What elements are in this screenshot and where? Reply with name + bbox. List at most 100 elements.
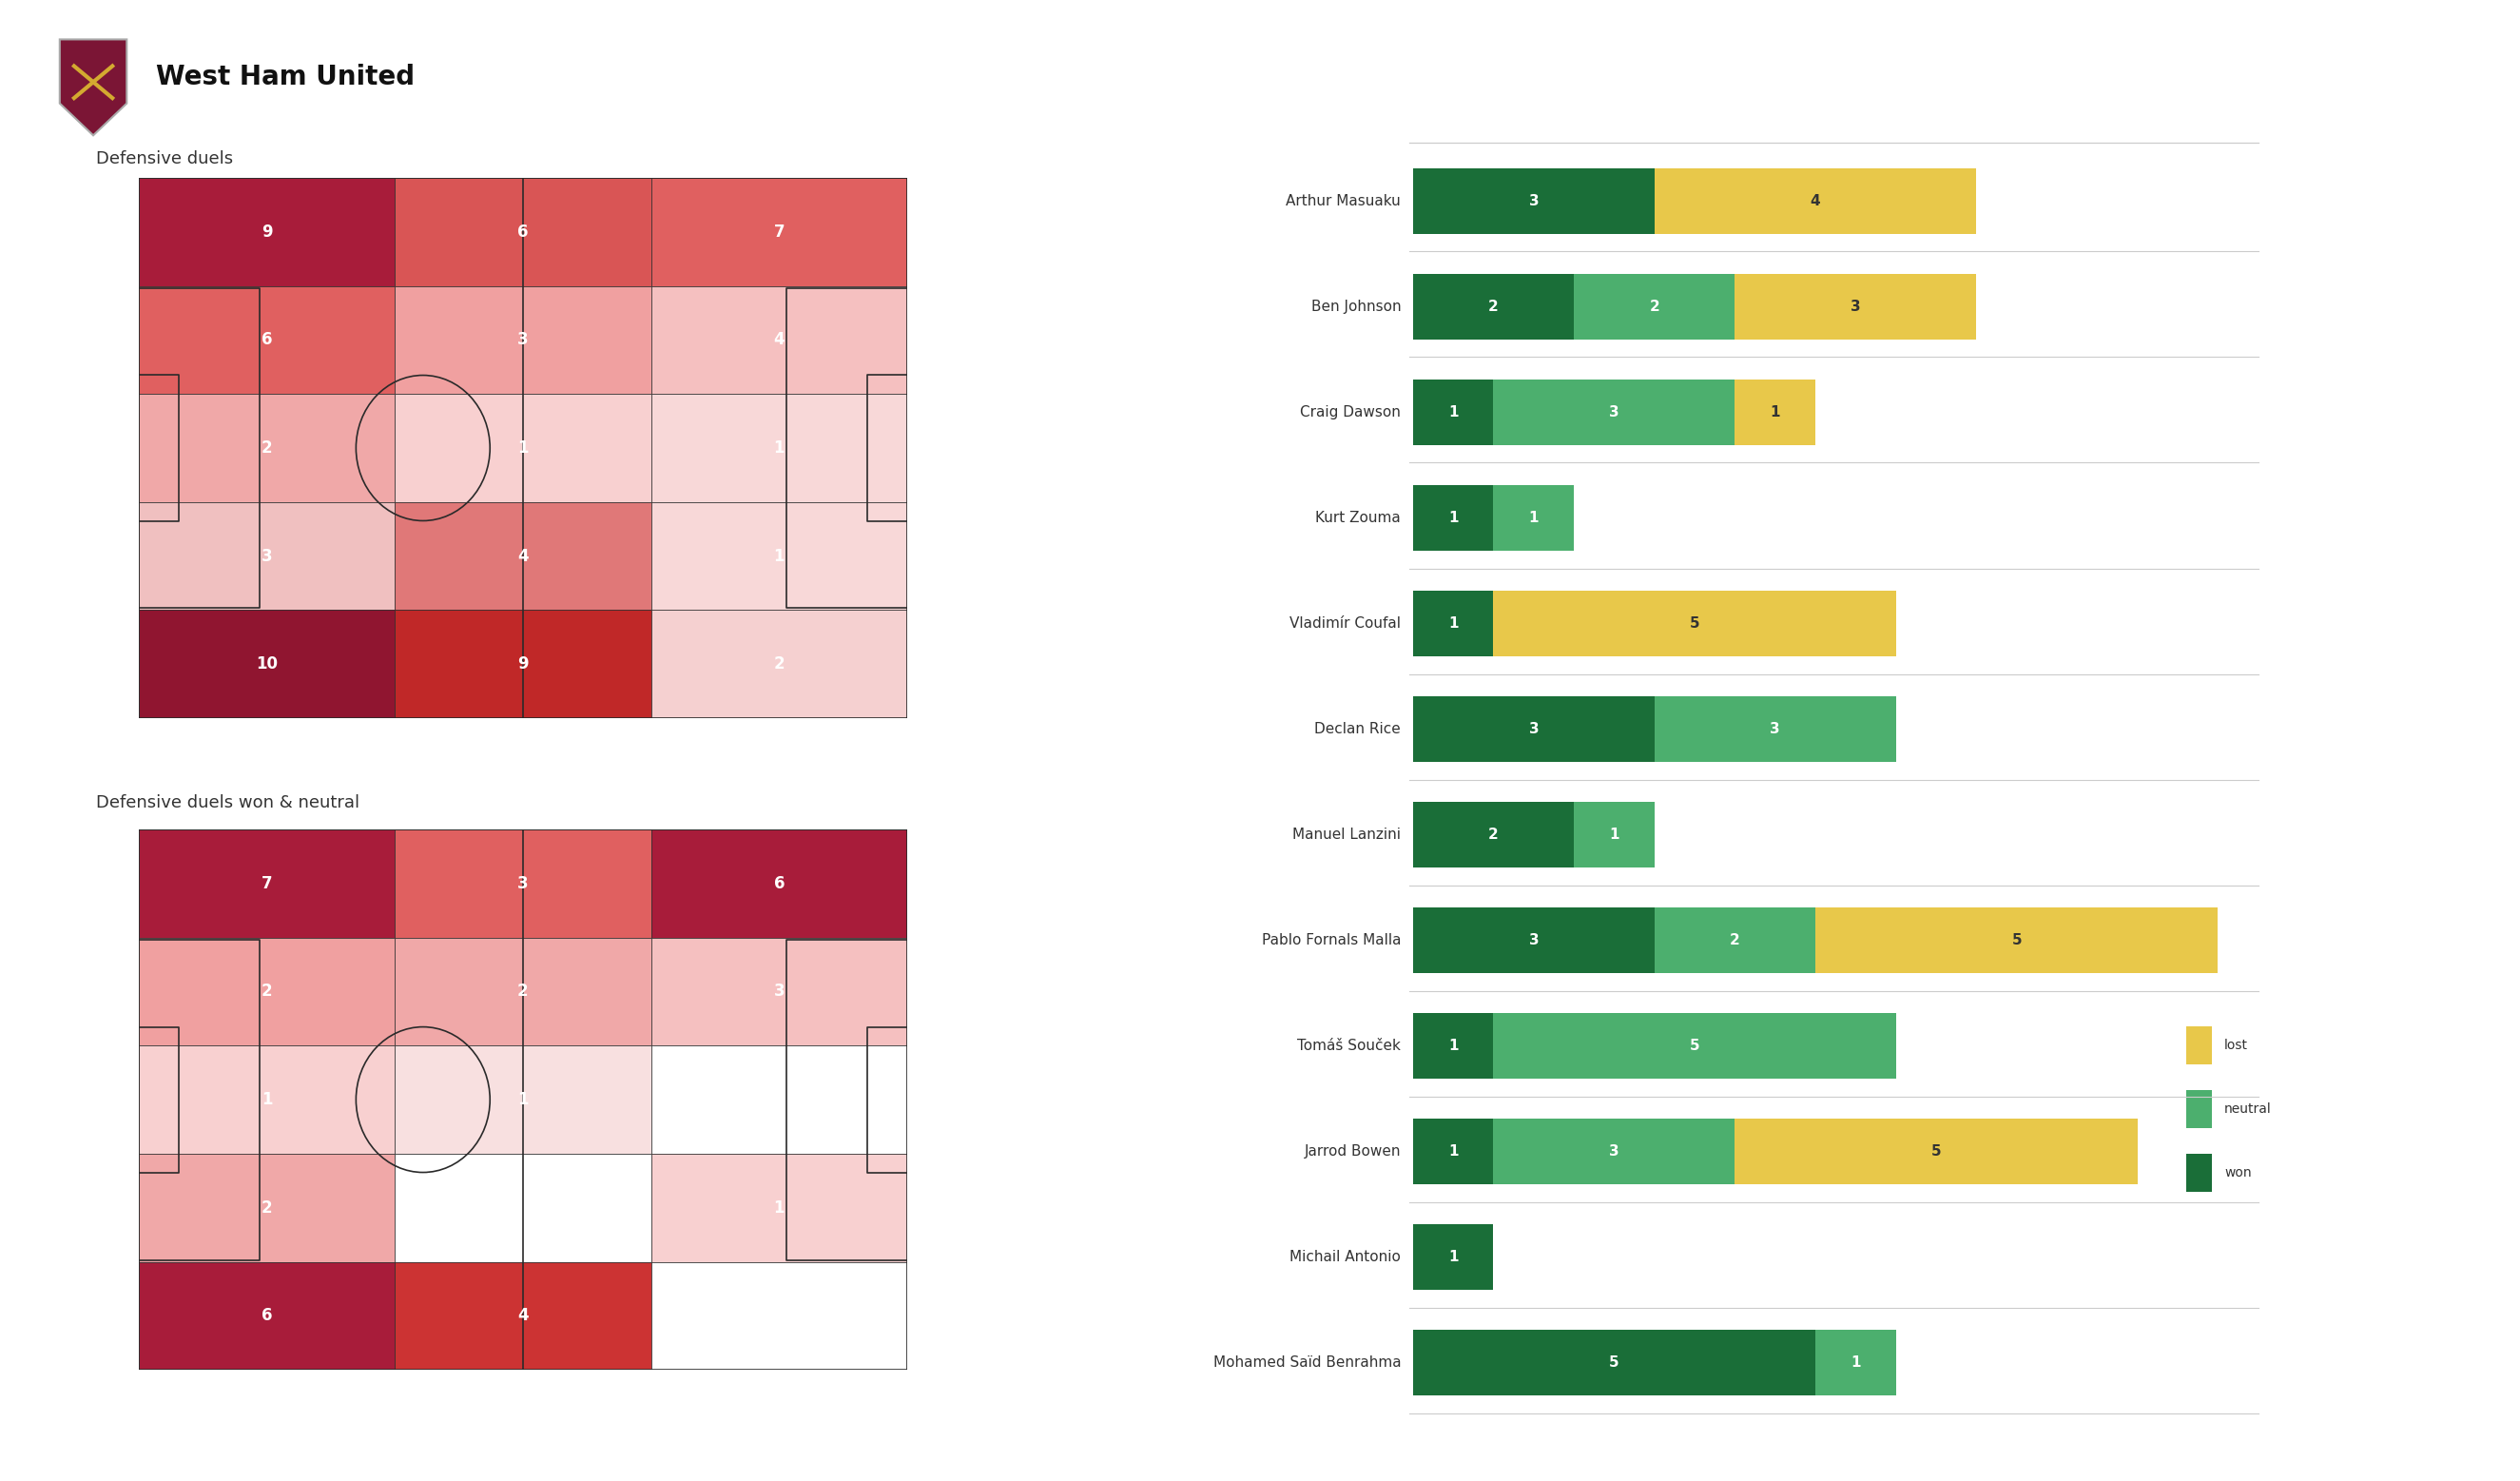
Bar <box>396 937 650 1046</box>
Bar <box>1575 801 1656 868</box>
Bar <box>650 286 907 394</box>
Bar <box>1414 1118 1494 1185</box>
Text: neutral: neutral <box>2225 1102 2271 1115</box>
Text: Declan Rice: Declan Rice <box>1315 721 1401 736</box>
Bar <box>1494 1013 1895 1078</box>
Text: Defensive duels: Defensive duels <box>96 150 232 167</box>
Text: West Ham United: West Ham United <box>156 64 416 90</box>
Bar <box>1494 379 1734 444</box>
Text: 2: 2 <box>517 983 529 1000</box>
Bar <box>396 829 650 937</box>
Text: 3: 3 <box>1530 721 1540 736</box>
Bar <box>396 1262 650 1370</box>
Text: 1: 1 <box>774 548 784 564</box>
Bar <box>139 394 396 502</box>
Text: 1: 1 <box>1449 1145 1459 1158</box>
Text: Arthur Masuaku: Arthur Masuaku <box>1285 194 1401 207</box>
Bar <box>1414 1013 1494 1078</box>
Text: 6: 6 <box>262 332 272 348</box>
Bar <box>1656 696 1895 761</box>
Text: 1: 1 <box>774 440 784 456</box>
Text: 2: 2 <box>1648 299 1661 314</box>
Bar <box>650 394 907 502</box>
Bar <box>396 610 650 718</box>
Text: 1: 1 <box>1449 1250 1459 1265</box>
Bar <box>650 829 907 937</box>
Text: 1: 1 <box>1449 404 1459 419</box>
Text: 1: 1 <box>1610 828 1620 841</box>
Bar <box>139 937 396 1046</box>
Text: 6: 6 <box>517 224 529 240</box>
Bar <box>1734 1118 2137 1185</box>
Text: Kurt Zouma: Kurt Zouma <box>1315 511 1401 524</box>
Text: Vladimír Coufal: Vladimír Coufal <box>1290 616 1401 631</box>
Text: 2: 2 <box>1729 933 1741 948</box>
Bar <box>1734 379 1814 444</box>
Text: Michail Antonio: Michail Antonio <box>1290 1250 1401 1265</box>
Text: 3: 3 <box>774 983 784 1000</box>
Text: 2: 2 <box>1489 299 1499 314</box>
Bar <box>1414 591 1494 656</box>
Bar <box>1414 167 1656 234</box>
Text: Ben Johnson: Ben Johnson <box>1310 299 1401 314</box>
Text: 10: 10 <box>255 656 277 672</box>
Text: 5: 5 <box>1930 1145 1940 1158</box>
Text: 2: 2 <box>262 983 272 1000</box>
Bar <box>1414 696 1656 761</box>
Bar <box>139 1262 396 1370</box>
Text: 3: 3 <box>517 875 529 892</box>
Bar <box>650 937 907 1046</box>
Text: 2: 2 <box>774 656 784 672</box>
Text: Pablo Fornals Malla: Pablo Fornals Malla <box>1263 933 1401 948</box>
Text: 3: 3 <box>262 548 272 564</box>
Bar <box>650 502 907 610</box>
Bar <box>139 829 396 937</box>
Text: Defensive duels won & neutral: Defensive duels won & neutral <box>96 794 360 812</box>
Bar <box>396 286 650 394</box>
Text: 1: 1 <box>1449 616 1459 631</box>
Text: 3: 3 <box>517 332 529 348</box>
Bar <box>2185 1026 2213 1065</box>
Text: 3: 3 <box>1769 721 1779 736</box>
Text: Tomáš Souček: Tomáš Souček <box>1298 1038 1401 1053</box>
Bar <box>139 1154 396 1262</box>
Bar <box>1414 274 1575 339</box>
Text: 1: 1 <box>1769 404 1779 419</box>
Text: Jarrod Bowen: Jarrod Bowen <box>1305 1145 1401 1158</box>
Text: 1: 1 <box>1530 511 1540 524</box>
Text: 7: 7 <box>774 224 784 240</box>
Text: 3: 3 <box>1610 1145 1620 1158</box>
Text: 4: 4 <box>1809 194 1819 207</box>
Bar <box>139 502 396 610</box>
Bar <box>1494 1118 1734 1185</box>
Text: 9: 9 <box>517 656 529 672</box>
Bar <box>1414 908 1656 973</box>
Bar <box>1414 379 1494 444</box>
Text: 1: 1 <box>262 1091 272 1108</box>
Text: 1: 1 <box>517 440 529 456</box>
Bar <box>1814 1330 1895 1395</box>
Bar <box>650 1046 907 1154</box>
Bar <box>650 610 907 718</box>
Bar <box>1414 801 1575 868</box>
Text: 7: 7 <box>262 875 272 892</box>
Bar <box>396 178 650 286</box>
Text: Craig Dawson: Craig Dawson <box>1300 404 1401 419</box>
Polygon shape <box>60 40 126 135</box>
Text: 6: 6 <box>262 1308 272 1324</box>
Bar <box>1814 908 2218 973</box>
Text: won: won <box>2225 1166 2250 1179</box>
Text: 1: 1 <box>517 1091 529 1108</box>
Bar <box>1734 274 1976 339</box>
Text: 4: 4 <box>517 1308 529 1324</box>
Text: 1: 1 <box>774 1200 784 1216</box>
Text: 5: 5 <box>1688 1038 1701 1053</box>
Text: 2: 2 <box>1489 828 1499 841</box>
Bar <box>2185 1154 2213 1192</box>
Bar <box>1575 274 1734 339</box>
Text: 1: 1 <box>1850 1355 1860 1370</box>
Text: 5: 5 <box>1610 1355 1620 1370</box>
Text: 1: 1 <box>1449 511 1459 524</box>
Bar <box>650 1154 907 1262</box>
Text: 3: 3 <box>1530 194 1540 207</box>
